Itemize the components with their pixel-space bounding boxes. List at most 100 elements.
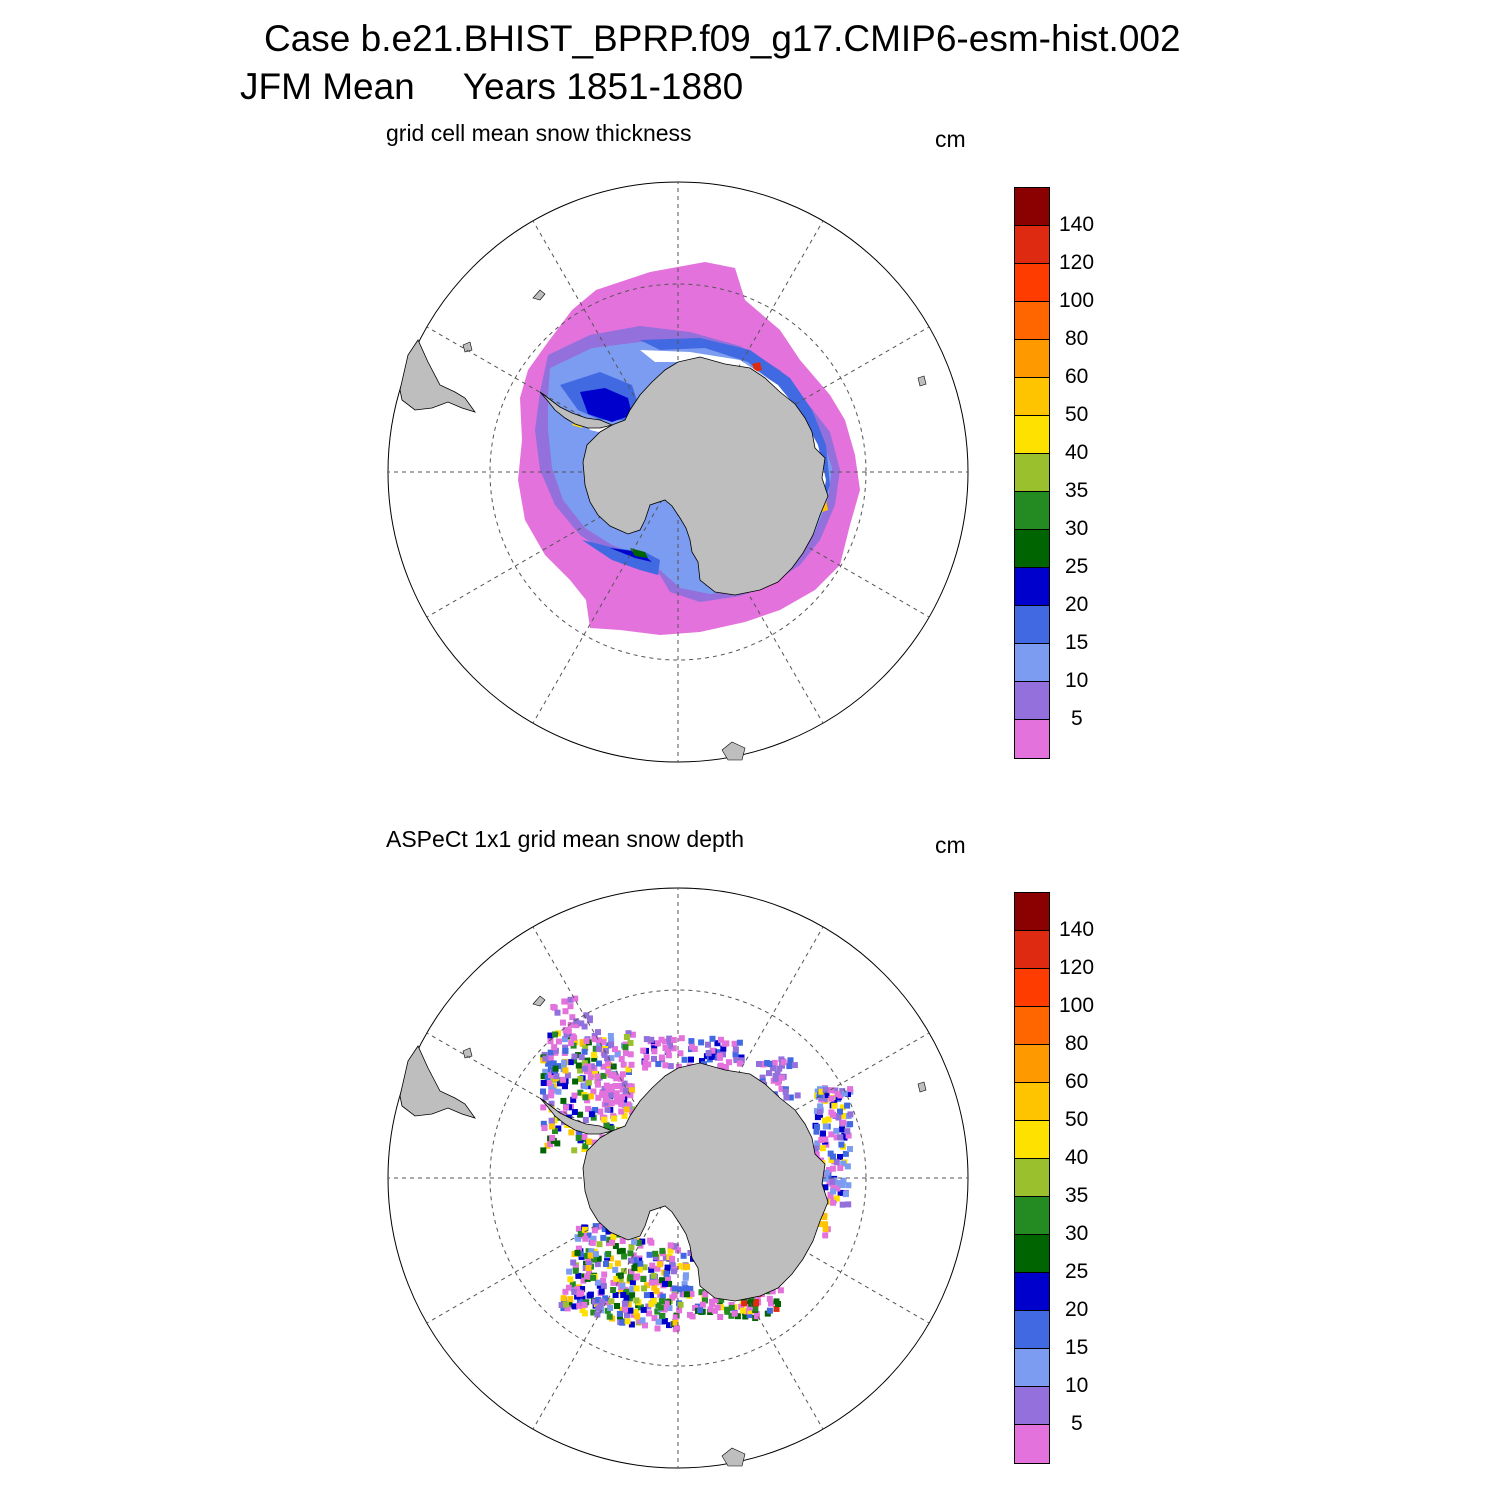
observation-cell: [571, 1109, 578, 1115]
observation-cell: [552, 1031, 558, 1038]
observation-cell: [667, 1247, 674, 1254]
observation-cell: [621, 1112, 628, 1119]
observation-cell: [600, 1277, 607, 1284]
observation-cell: [839, 1104, 846, 1111]
observation-cell: [764, 1060, 771, 1066]
observation-cell: [652, 1279, 659, 1286]
aspect-observation-cells: [540, 995, 854, 1333]
observation-cell: [575, 1062, 582, 1069]
observation-cell: [586, 1017, 593, 1024]
colorbar-tick-label: 20: [1065, 593, 1089, 616]
observation-cell: [619, 1282, 626, 1289]
observation-cell: [648, 1292, 654, 1298]
observation-cell: [633, 1297, 640, 1304]
observation-cell: [687, 1285, 694, 1292]
observation-cell: [833, 1134, 840, 1141]
observation-cell: [671, 1268, 677, 1275]
observation-cell: [671, 1243, 678, 1250]
antarctic-peninsula-land: [539, 1097, 614, 1135]
observation-cell: [561, 1059, 568, 1066]
observation-cell: [669, 1261, 676, 1268]
observation-cell: [709, 1035, 716, 1042]
observation-cell: [548, 1089, 555, 1096]
observation-cell: [619, 1094, 625, 1101]
observation-cell: [555, 1038, 562, 1045]
observation-cell: [653, 1254, 660, 1261]
observation-cell: [576, 1290, 583, 1297]
observation-cell: [771, 1059, 778, 1066]
observation-cell: [599, 1298, 606, 1305]
observation-cell: [734, 1313, 741, 1320]
observation-cell: [607, 1305, 614, 1311]
observation-cell: [627, 1040, 634, 1046]
observation-cell: [822, 1136, 829, 1143]
observation-cell: [567, 1059, 574, 1066]
colorbar-tick-label: 35: [1065, 1184, 1089, 1207]
observation-cell: [614, 1098, 621, 1105]
observation-cell: [607, 1033, 614, 1039]
observation-cell: [590, 1309, 597, 1316]
observation-cell: [650, 1297, 657, 1304]
observation-cell: [587, 1093, 594, 1100]
observation-cell: [600, 1063, 607, 1070]
observation-cell: [595, 1296, 602, 1303]
observation-cell: [646, 1310, 652, 1317]
observation-cell: [822, 1123, 829, 1130]
observation-cell: [609, 1239, 615, 1246]
observation-cell: [628, 1244, 635, 1250]
observation-cell: [586, 1138, 593, 1145]
observation-cell: [646, 1251, 653, 1258]
observation-cell: [568, 1129, 575, 1136]
observation-cell: [596, 1241, 603, 1248]
observation-cell: [827, 1191, 834, 1198]
observation-cell: [604, 1060, 611, 1067]
colorbar-tick-label: 60: [1065, 1070, 1089, 1093]
years-label: Years 1851-1880: [462, 66, 744, 107]
observation-cell: [589, 1239, 596, 1246]
observation-cell: [697, 1307, 704, 1314]
observation-cell: [563, 1031, 570, 1038]
observation-cell: [840, 1119, 847, 1126]
observation-cell: [561, 1036, 568, 1043]
observation-cell: [575, 1245, 582, 1252]
observation-cell: [583, 1012, 590, 1019]
observation-cell: [567, 996, 574, 1003]
colorbar-swatch: [1014, 187, 1050, 226]
observation-cell: [847, 1086, 854, 1093]
observation-cell: [665, 1275, 671, 1282]
observation-cell: [603, 1100, 610, 1107]
observation-cell: [661, 1306, 668, 1313]
observation-cell: [712, 1297, 719, 1304]
meridian-line: [532, 1177, 679, 1430]
colorbar-swatch: [1014, 1234, 1050, 1273]
observation-cell: [722, 1064, 729, 1070]
observation-cell: [595, 1029, 601, 1036]
observation-cell: [770, 1065, 776, 1072]
observation-cell: [667, 1063, 674, 1070]
observation-cell: [583, 1252, 590, 1259]
observation-cell: [601, 1226, 608, 1233]
coastal-patch-25-30cm: [630, 548, 648, 558]
observation-cell: [612, 1046, 618, 1053]
observation-cell: [549, 1134, 556, 1141]
observation-cell: [629, 1292, 636, 1299]
observation-cell: [632, 1309, 639, 1316]
observation-cell: [603, 1082, 610, 1089]
observation-cell: [659, 1313, 666, 1319]
observation-cell: [570, 1259, 577, 1266]
observation-cell: [626, 1083, 633, 1090]
colorbar-swatch: [1014, 301, 1050, 340]
observation-cell: [666, 1280, 673, 1287]
observation-cell: [743, 1308, 750, 1315]
observation-cell: [580, 1277, 587, 1284]
observation-cell: [582, 1045, 589, 1051]
observation-cell: [662, 1062, 669, 1069]
observation-cell: [620, 1292, 627, 1298]
observation-cell: [581, 1023, 588, 1030]
observation-cell: [574, 1249, 581, 1256]
observation-cell: [567, 1003, 574, 1010]
colorbar-tick-label: 30: [1065, 517, 1089, 540]
observation-cell: [678, 1035, 685, 1042]
observation-cell: [658, 1036, 665, 1043]
observation-cell: [648, 1279, 655, 1286]
